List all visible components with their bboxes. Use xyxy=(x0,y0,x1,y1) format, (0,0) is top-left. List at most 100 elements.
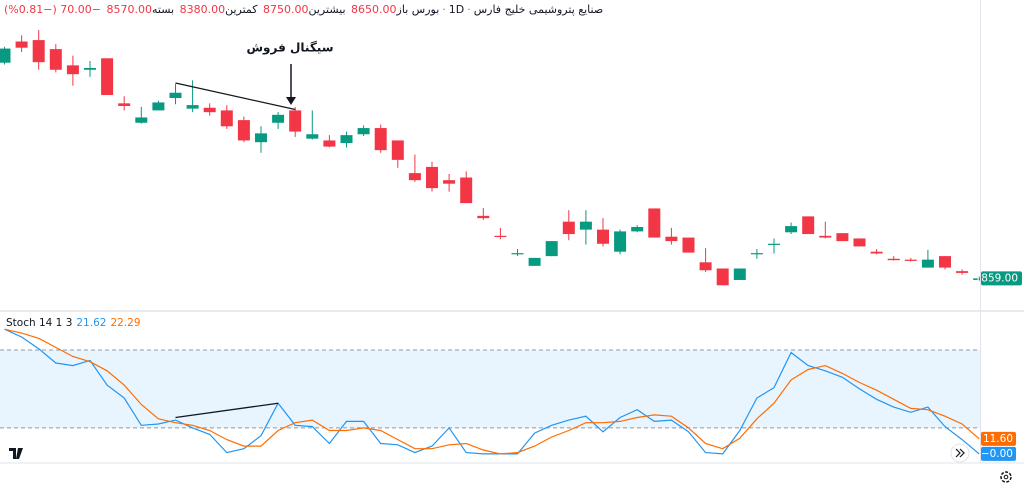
candle-body xyxy=(460,177,473,204)
last-value-label: 11.60 xyxy=(983,433,1013,445)
ohlc-value: 8380.00 xyxy=(179,3,226,16)
candle-body xyxy=(579,221,592,230)
ohlc-label: کمترین xyxy=(225,3,258,16)
candle-body xyxy=(631,226,644,232)
indicator-legend: Stoch 14 1 3 21.62 22.29 xyxy=(6,317,145,329)
candle-body xyxy=(836,233,849,242)
candle-body xyxy=(306,134,319,139)
candle-body xyxy=(66,65,79,75)
candle-body xyxy=(272,114,285,123)
band-fill xyxy=(0,349,980,428)
candle-body xyxy=(220,110,233,127)
scroll-button[interactable] xyxy=(950,443,970,463)
candle-body xyxy=(49,49,62,70)
last-price-box xyxy=(981,271,1022,286)
candle-body xyxy=(819,235,832,238)
axis-layer: 1859.00 −0.00 11.60 xyxy=(975,271,1022,461)
candle-body xyxy=(357,128,370,135)
candle-body xyxy=(665,236,678,242)
candle-body xyxy=(494,235,507,238)
symbol-name: صنایع پتروشیمی خلیج فارس xyxy=(473,3,604,16)
candle-body xyxy=(340,135,353,144)
candle-body xyxy=(528,257,541,266)
candle-body xyxy=(101,58,114,96)
trendline xyxy=(175,402,279,419)
candle-body xyxy=(323,140,336,147)
band-layer xyxy=(0,349,980,429)
candle-body xyxy=(186,105,199,109)
logo xyxy=(6,444,28,462)
ohlc-value: 8750.00 xyxy=(263,3,309,16)
legend-value: 21.62 xyxy=(76,317,107,329)
candle-body xyxy=(614,231,627,252)
candle-body xyxy=(768,243,780,245)
last-value-box xyxy=(981,431,1016,446)
candle-body xyxy=(152,102,165,111)
candle-body xyxy=(477,215,490,219)
candle-body xyxy=(733,268,746,280)
last-value-box xyxy=(981,446,1016,461)
candle-body xyxy=(135,117,148,123)
candle-body xyxy=(939,256,951,268)
candle-body xyxy=(237,120,250,141)
candle-body xyxy=(904,259,917,261)
exchange: بورس xyxy=(411,3,440,16)
scroll-icon xyxy=(955,448,965,458)
candle-body xyxy=(545,241,558,257)
candle-body xyxy=(511,253,524,255)
candle-body xyxy=(921,259,934,268)
logo-mark xyxy=(9,448,23,459)
ohlc-values: باز8650.00 بیشترین8750.00 کمترین8380.00 … xyxy=(104,3,408,16)
settings-icon-center xyxy=(1003,474,1009,480)
candle-body xyxy=(203,107,216,113)
trendline xyxy=(175,82,296,111)
line-series xyxy=(4,328,980,455)
candle-body xyxy=(391,140,404,160)
ohlc-label: بسته xyxy=(151,3,175,16)
annotation: سیگنال فروش xyxy=(246,41,334,105)
candle-body xyxy=(802,216,815,235)
mark-layer xyxy=(0,30,986,455)
logo-bg xyxy=(6,444,28,462)
candle-body xyxy=(255,133,267,143)
candle-body xyxy=(785,226,798,233)
candle-body xyxy=(408,173,421,181)
last-value-label: −0.00 xyxy=(981,448,1013,460)
candle-body xyxy=(32,40,45,63)
candle-body xyxy=(597,229,609,244)
candle-body xyxy=(853,238,866,247)
last-price-label: 1859.00 xyxy=(975,272,1018,284)
candle-body xyxy=(15,41,28,48)
ohlc-label: بیشترین xyxy=(308,3,346,16)
annotation-text: سیگنال فروش xyxy=(246,41,333,56)
candle-body xyxy=(973,278,986,280)
candle-body xyxy=(699,262,712,271)
ohlc-label: باز xyxy=(396,3,409,16)
candle-body xyxy=(426,166,438,189)
candle-body xyxy=(562,221,575,235)
annotation-arrowhead xyxy=(286,97,296,105)
candle-body xyxy=(0,48,11,63)
candle-body xyxy=(682,237,695,253)
legend-value: 22.29 xyxy=(110,317,141,329)
ohlc-value: 8570.00 xyxy=(106,3,152,16)
price-change: −70.00 (−0.81%) xyxy=(4,3,101,16)
candle-body xyxy=(169,92,182,99)
candle-body xyxy=(84,68,96,70)
line-series xyxy=(4,328,980,455)
candle-body xyxy=(374,128,387,151)
candle-body xyxy=(648,208,661,238)
candle-body xyxy=(289,110,302,132)
interval[interactable]: 1D xyxy=(448,3,465,16)
candle-body xyxy=(870,251,883,254)
candle-body xyxy=(750,253,763,255)
candle-body xyxy=(716,268,729,286)
settings-icon[interactable] xyxy=(1000,471,1012,483)
settings-button[interactable] xyxy=(1000,471,1012,483)
ohlc-value: 8650.00 xyxy=(351,3,397,16)
candle-body xyxy=(887,258,900,261)
candle-body xyxy=(118,103,131,106)
